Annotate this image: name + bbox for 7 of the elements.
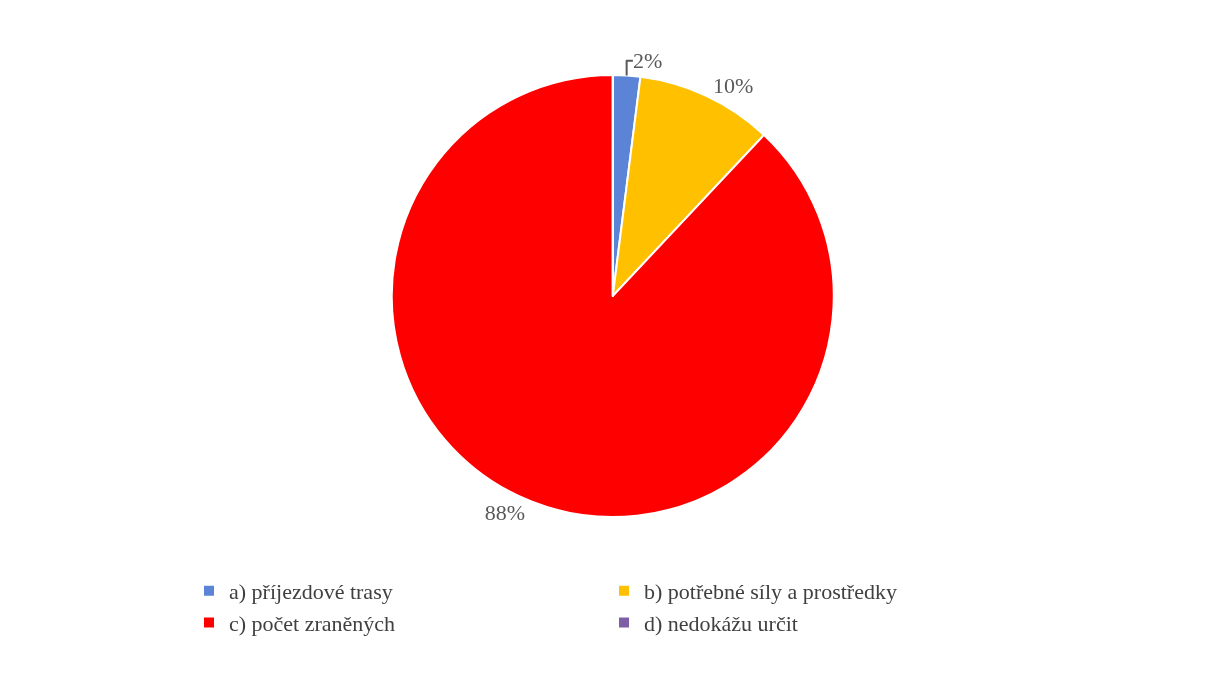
data-label: 2% [632,48,663,74]
legend-label: a) příjezdové trasy [229,579,393,605]
legend-label: d) nedokážu určit [644,611,798,637]
data-label: 10% [713,73,754,99]
legend-label: c) počet zraněných [229,611,396,637]
legend-label: b) potřebné síly a prostředky [644,579,897,605]
data-label: 88% [484,499,526,525]
